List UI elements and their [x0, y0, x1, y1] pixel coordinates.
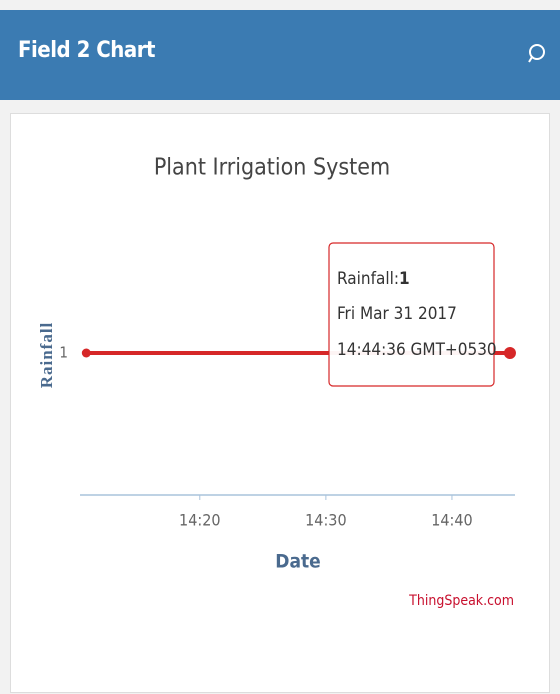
tooltip-time: 14:44:36 GMT+0530	[337, 340, 497, 360]
tooltip-date: Fri Mar 31 2017	[337, 304, 457, 324]
point	[503, 347, 516, 359]
tooltip-line: Rainfall:1	[337, 269, 410, 289]
x-axis-label: Date	[275, 551, 321, 573]
x-tick-label: 14:30	[305, 511, 346, 530]
tooltip-name: Rainfall:	[337, 269, 399, 289]
comment-icon[interactable]	[529, 44, 545, 60]
y-tick-label: 1	[59, 344, 68, 362]
x-tick-label: 14:20	[179, 511, 220, 530]
credit: ThingSpeak.com	[408, 593, 514, 609]
tooltip: Rainfall:1 Fri Mar 31 2017 14:44:36 GMT+05…	[328, 242, 497, 387]
point	[81, 348, 91, 358]
chart-title: Plant Irrigation System	[154, 155, 390, 181]
comment-icon-tail	[528, 56, 533, 63]
tooltip-box	[328, 242, 495, 387]
y-axis-label: Rainfall	[37, 322, 56, 389]
header-icons	[528, 44, 545, 63]
header: Field 2 Chart	[0, 10, 560, 100]
header-title: Field 2 Chart	[18, 38, 155, 63]
card	[10, 113, 550, 693]
x-tick-label: 14:40	[431, 511, 472, 530]
tooltip-value: 1	[399, 269, 410, 289]
